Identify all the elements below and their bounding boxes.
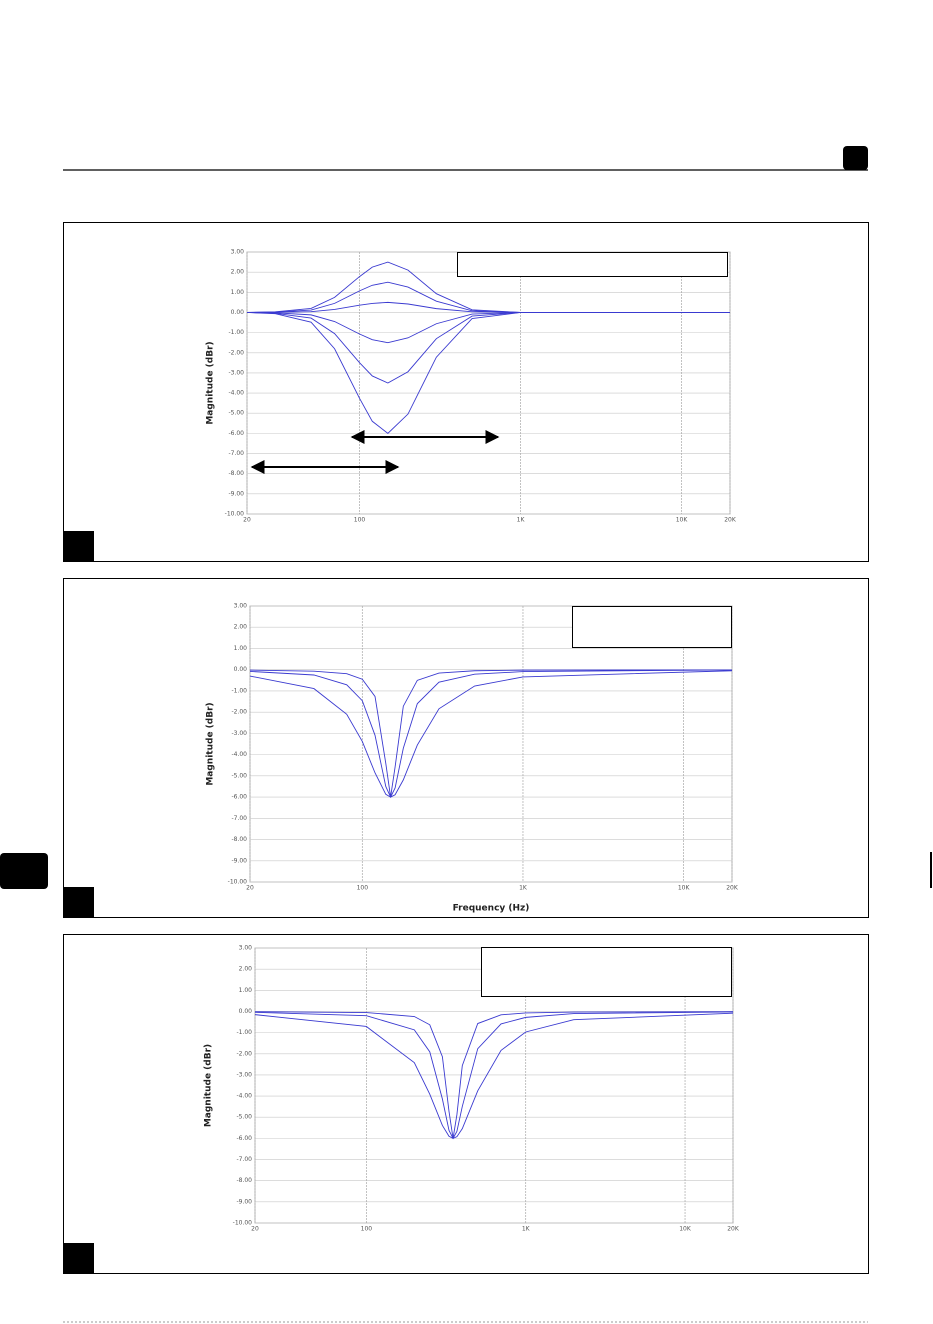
x-tick-label: 1K	[519, 885, 528, 892]
y-tick-label: -1.00	[236, 1029, 252, 1036]
y-tick-label: -2.00	[228, 349, 244, 356]
y-tick-label: 2.00	[231, 269, 245, 276]
response-curve	[254, 1011, 734, 1139]
y-tick-label: -1.00	[231, 687, 247, 694]
response-curve	[254, 1012, 734, 1139]
y-tick-label: -9.00	[228, 490, 244, 497]
y-tick-label: -6.00	[228, 430, 244, 437]
y-tick-label: -10.00	[233, 1220, 253, 1227]
y-tick-label: 2.00	[239, 966, 253, 973]
x-tick-label: 10K	[679, 1226, 692, 1233]
y-tick-label: -9.00	[236, 1198, 252, 1205]
y-tick-label: -5.00	[231, 772, 247, 779]
y-tick-label: -8.00	[228, 470, 244, 477]
y-tick-label: -6.00	[231, 794, 247, 801]
response-curve	[246, 312, 730, 434]
y-tick-label: 0.00	[231, 309, 245, 316]
x-tick-label: 20	[243, 517, 251, 524]
y-tick-label: -9.00	[231, 857, 247, 864]
x-tick-label: 1K	[522, 1226, 531, 1233]
y-tick-label: 3.00	[234, 603, 248, 610]
y-tick-label: 0.00	[234, 666, 248, 673]
panel	[63, 934, 869, 1274]
x-tick-label: 100	[361, 1226, 373, 1233]
panel-badge	[64, 1243, 94, 1273]
y-tick-label: -8.00	[231, 836, 247, 843]
plot-area	[246, 251, 731, 515]
x-tick-label: 20K	[727, 1226, 740, 1233]
x-tick-label: 100	[354, 517, 366, 524]
x-tick-label: 1K	[517, 517, 526, 524]
x-tick-label: 100	[357, 885, 369, 892]
x-tick-label: 20K	[726, 885, 739, 892]
y-tick-label: 3.00	[231, 249, 245, 256]
y-tick-label: 2.00	[234, 624, 248, 631]
legend-box	[481, 947, 732, 997]
y-tick-label: -3.00	[228, 369, 244, 376]
y-tick-label: -2.00	[231, 709, 247, 716]
y-tick-label: -2.00	[236, 1050, 252, 1057]
x-tick-label: 10K	[678, 885, 691, 892]
y-tick-label: -4.00	[236, 1093, 252, 1100]
panel-badge	[64, 887, 94, 917]
y-tick-label: -4.00	[228, 390, 244, 397]
header-badge	[843, 146, 868, 170]
y-tick-label: 1.00	[234, 645, 248, 652]
x-tick-label: 20	[246, 885, 254, 892]
legend-box	[572, 606, 732, 648]
y-tick-label: -10.00	[228, 879, 248, 886]
plot-area	[249, 605, 733, 883]
y-tick-label: 1.00	[239, 987, 253, 994]
y-tick-label: -7.00	[236, 1156, 252, 1163]
y-tick-label: -3.00	[236, 1071, 252, 1078]
y-tick-label: 1.00	[231, 289, 245, 296]
y-axis-label: Magnitude (dBr)	[206, 341, 216, 424]
legend-box	[457, 252, 728, 277]
response-curve	[249, 670, 733, 798]
y-tick-label: -1.00	[228, 329, 244, 336]
side-tab	[0, 853, 48, 889]
y-tick-label: -8.00	[236, 1177, 252, 1184]
y-tick-label: -10.00	[225, 511, 245, 518]
panel-badge	[64, 531, 94, 561]
y-axis-label: Magnitude (dBr)	[206, 702, 216, 785]
panel	[63, 578, 869, 918]
y-tick-label: 0.00	[239, 1008, 253, 1015]
y-tick-label: 3.00	[239, 945, 253, 952]
y-axis-label: Magnitude (dBr)	[204, 1044, 214, 1127]
y-tick-label: -3.00	[231, 730, 247, 737]
y-tick-label: -7.00	[228, 450, 244, 457]
response-curve	[249, 669, 733, 799]
y-tick-label: -7.00	[231, 815, 247, 822]
y-tick-label: -5.00	[228, 410, 244, 417]
x-tick-label: 20K	[724, 517, 737, 524]
y-tick-label: -4.00	[231, 751, 247, 758]
x-axis-label: Frequency (Hz)	[453, 904, 530, 914]
x-tick-label: 20	[251, 1226, 259, 1233]
panel	[63, 222, 869, 562]
y-tick-label: -5.00	[236, 1114, 252, 1121]
response-curve	[254, 1011, 734, 1140]
response-curve	[249, 669, 733, 798]
y-tick-label: -6.00	[236, 1135, 252, 1142]
x-tick-label: 10K	[676, 517, 689, 524]
